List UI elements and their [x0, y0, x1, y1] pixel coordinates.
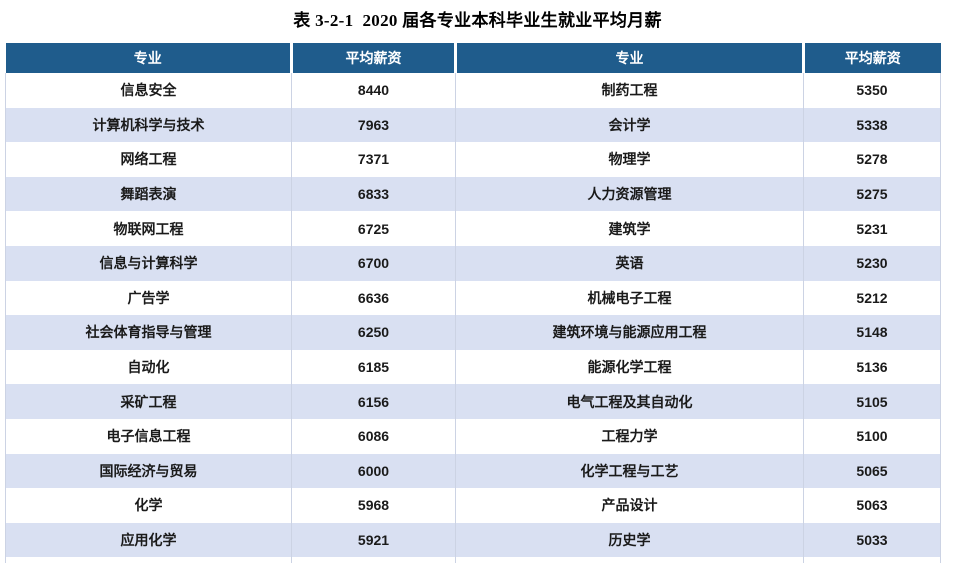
salary-cell: 6833 [291, 176, 456, 212]
salary-cell: 8440 [291, 73, 456, 108]
table-row: 化学 5968 产品设计 5063 [5, 488, 941, 523]
major-cell: 化学 [5, 488, 292, 523]
salary-cell: 5231 [803, 211, 941, 246]
salary-cell: 5136 [803, 349, 941, 385]
major-cell: 电气工程及其自动化 [455, 384, 804, 419]
table-row: 电子信息工程 6086 工程力学 5100 [5, 418, 941, 454]
salary-cell: 5230 [803, 245, 941, 281]
salary-cell: 6700 [291, 245, 456, 281]
salary-cell: 5338 [803, 107, 941, 143]
table-row: 国际经济与贸易 6000 化学工程与工艺 5065 [5, 453, 941, 489]
major-cell: 电子信息工程 [5, 418, 292, 454]
major-cell: 会计学 [455, 107, 804, 143]
major-cell: 自动化 [5, 349, 292, 385]
major-cell: 广告学 [5, 280, 292, 316]
salary-cell: 5148 [803, 315, 941, 350]
salary-cell: 6086 [291, 418, 456, 454]
major-cell: 英语 [455, 245, 804, 281]
major-cell: 应用化学 [5, 522, 292, 558]
salary-cell: 5100 [803, 418, 941, 454]
major-cell: 机械电子工程 [455, 280, 804, 316]
salary-cell: 6250 [291, 315, 456, 350]
major-cell: 采矿工程 [5, 384, 292, 419]
salary-cell: 5033 [803, 522, 941, 558]
empty-cell [291, 557, 456, 563]
table-row: 采矿工程 6156 电气工程及其自动化 5105 [5, 384, 941, 419]
table-row: 社会体育指导与管理 6250 建筑环境与能源应用工程 5148 [5, 315, 941, 350]
empty-cell [5, 557, 292, 563]
major-cell: 计算机科学与技术 [5, 107, 292, 143]
salary-cell: 5921 [291, 522, 456, 558]
table-row-clipped [5, 557, 941, 563]
major-cell: 国际经济与贸易 [5, 453, 292, 489]
column-header-salary: 平均薪资 [802, 43, 941, 73]
salary-cell: 5278 [803, 142, 941, 177]
salary-cell: 6636 [291, 280, 456, 316]
major-cell: 信息安全 [5, 73, 292, 108]
salary-cell: 5105 [803, 384, 941, 419]
salary-cell: 6156 [291, 384, 456, 419]
major-cell: 工程力学 [455, 418, 804, 454]
major-cell: 人力资源管理 [455, 176, 804, 212]
table-title: 表 3-2-1 2020 届各专业本科毕业生就业平均月薪 [293, 11, 662, 30]
salary-cell: 5065 [803, 453, 941, 489]
table-row: 自动化 6185 能源化学工程 5136 [5, 349, 941, 385]
major-cell: 社会体育指导与管理 [5, 315, 292, 350]
major-cell: 产品设计 [455, 488, 804, 523]
table-row: 信息安全 8440 制药工程 5350 [5, 73, 941, 108]
table-row: 网络工程 7371 物理学 5278 [5, 142, 941, 177]
table-row: 信息与计算科学 6700 英语 5230 [5, 245, 941, 281]
major-cell: 化学工程与工艺 [455, 453, 804, 489]
major-cell: 物理学 [455, 142, 804, 177]
major-cell: 网络工程 [5, 142, 292, 177]
salary-cell: 6185 [291, 349, 456, 385]
major-cell: 物联网工程 [5, 211, 292, 246]
salary-cell: 5063 [803, 488, 941, 523]
major-cell: 能源化学工程 [455, 349, 804, 385]
salary-cell: 6725 [291, 211, 456, 246]
empty-cell [455, 557, 804, 563]
table-row: 广告学 6636 机械电子工程 5212 [5, 280, 941, 316]
table-row: 物联网工程 6725 建筑学 5231 [5, 211, 941, 246]
salary-cell: 5212 [803, 280, 941, 316]
column-header-major: 专业 [454, 43, 804, 73]
major-cell: 建筑学 [455, 211, 804, 246]
table-row: 舞蹈表演 6833 人力资源管理 5275 [5, 176, 941, 212]
column-header-major: 专业 [5, 43, 292, 73]
empty-cell [803, 557, 941, 563]
table-row: 应用化学 5921 历史学 5033 [5, 522, 941, 558]
table-row: 计算机科学与技术 7963 会计学 5338 [5, 107, 941, 143]
salary-cell: 7963 [291, 107, 456, 143]
salary-table: 专业 平均薪资 专业 平均薪资 信息安全 8440 制药工程 5350 计算机科学与技术 796… [5, 43, 941, 563]
header-row: 专业 平均薪资 专业 平均薪资 [5, 43, 941, 73]
column-header-salary: 平均薪资 [290, 43, 456, 73]
salary-cell: 5275 [803, 176, 941, 212]
salary-cell: 6000 [291, 453, 456, 489]
salary-cell: 5968 [291, 488, 456, 523]
major-cell: 舞蹈表演 [5, 176, 292, 212]
major-cell: 信息与计算科学 [5, 245, 292, 281]
table-header: 专业 平均薪资 专业 平均薪资 [5, 43, 941, 73]
salary-cell: 5350 [803, 73, 941, 108]
salary-cell: 7371 [291, 142, 456, 177]
major-cell: 历史学 [455, 522, 804, 558]
major-cell: 制药工程 [455, 73, 804, 108]
major-cell: 建筑环境与能源应用工程 [455, 315, 804, 350]
